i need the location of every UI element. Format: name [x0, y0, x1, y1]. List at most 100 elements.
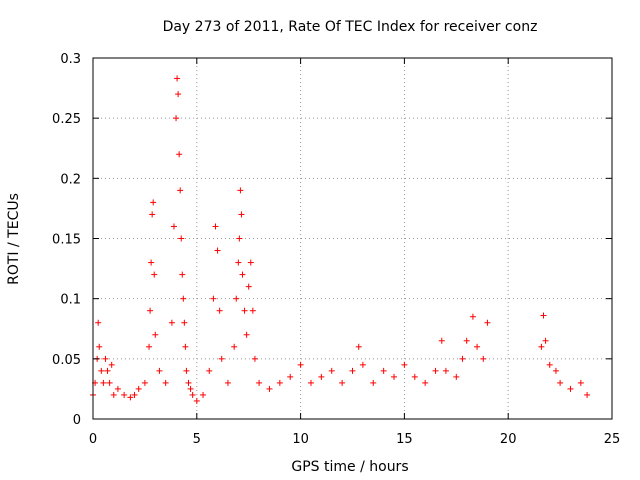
data-point: [235, 259, 242, 266]
y-tick-label: 0.3: [60, 52, 81, 67]
grid-lines: [93, 58, 612, 419]
data-point: [359, 361, 366, 368]
data-point: [552, 367, 559, 374]
data-point: [193, 397, 200, 404]
data-point: [239, 271, 246, 278]
data-point: [469, 313, 476, 320]
chart-title: Day 273 of 2011, Rate Of TEC Index for r…: [163, 19, 538, 35]
data-point: [438, 337, 445, 344]
data-point: [187, 385, 194, 392]
data-point: [411, 373, 418, 380]
data-point: [328, 367, 335, 374]
data-point: [245, 283, 252, 290]
x-axis-label: GPS time / hours: [291, 459, 408, 475]
data-point: [233, 295, 240, 302]
data-point: [218, 355, 225, 362]
data-point: [179, 271, 186, 278]
data-point: [542, 337, 549, 344]
data-point: [212, 223, 219, 230]
data-point: [146, 343, 153, 350]
data-point: [156, 367, 163, 374]
data-point: [480, 355, 487, 362]
data-point: [584, 391, 591, 398]
data-point: [100, 379, 107, 386]
data-point: [150, 199, 157, 206]
data-point: [401, 361, 408, 368]
y-tick-label: 0: [73, 413, 81, 428]
data-point: [147, 307, 154, 314]
plot-frame: [92, 57, 613, 420]
data-point: [180, 295, 187, 302]
data-point: [151, 271, 158, 278]
data-point: [355, 343, 362, 350]
data-points: [90, 75, 591, 404]
data-point: [152, 331, 159, 338]
data-point: [189, 391, 196, 398]
y-axis-label: ROTI / TECUs: [6, 193, 22, 285]
data-point: [247, 259, 254, 266]
data-point: [162, 379, 169, 386]
data-point: [237, 187, 244, 194]
data-point: [459, 355, 466, 362]
data-point: [106, 379, 113, 386]
data-point: [214, 247, 221, 254]
data-point: [453, 373, 460, 380]
data-point: [108, 361, 115, 368]
tick-labels: 0 5 10 15 20 25 0 0.05 0.1 0.15 0.2 0.25 0.3: [52, 52, 620, 447]
data-point: [131, 391, 138, 398]
data-point: [174, 75, 181, 82]
data-point: [540, 312, 547, 319]
data-point: [170, 223, 177, 230]
data-point: [135, 385, 142, 392]
data-point: [95, 319, 102, 326]
data-point: [297, 361, 304, 368]
data-point: [432, 367, 439, 374]
data-point: [484, 319, 491, 326]
data-point: [577, 379, 584, 386]
data-point: [349, 367, 356, 374]
data-point: [168, 319, 175, 326]
x-tick-label: 15: [396, 432, 413, 447]
data-point: [185, 379, 192, 386]
x-tick-label: 25: [604, 432, 621, 447]
data-point: [241, 307, 248, 314]
data-point: [238, 211, 245, 218]
data-point: [216, 307, 223, 314]
tick-marks: [92, 57, 613, 420]
data-point: [210, 295, 217, 302]
data-point: [200, 391, 207, 398]
data-point: [380, 367, 387, 374]
data-point: [102, 355, 109, 362]
data-point: [307, 379, 314, 386]
data-point: [173, 115, 180, 122]
data-point: [557, 379, 564, 386]
x-tick-label: 5: [193, 432, 201, 447]
x-tick-label: 20: [500, 432, 517, 447]
data-point: [104, 367, 111, 374]
data-point: [148, 259, 155, 266]
data-point: [178, 235, 185, 242]
data-point: [121, 391, 128, 398]
data-point: [474, 343, 481, 350]
data-point: [546, 361, 553, 368]
data-point: [256, 379, 263, 386]
y-tick-label: 0.15: [52, 233, 81, 248]
y-tick-label: 0.25: [52, 112, 81, 127]
data-point: [287, 373, 294, 380]
y-tick-label: 0.05: [52, 353, 81, 368]
data-point: [224, 379, 231, 386]
data-point: [177, 187, 184, 194]
x-tick-label: 10: [292, 432, 309, 447]
data-point: [98, 367, 105, 374]
data-point: [110, 391, 117, 398]
data-point: [231, 343, 238, 350]
data-point: [206, 367, 213, 374]
data-point: [236, 235, 243, 242]
data-point: [538, 343, 545, 350]
y-tick-label: 0.1: [60, 293, 81, 308]
data-point: [422, 379, 429, 386]
data-point: [251, 355, 258, 362]
data-point: [318, 373, 325, 380]
data-point: [114, 385, 121, 392]
data-point: [243, 331, 250, 338]
